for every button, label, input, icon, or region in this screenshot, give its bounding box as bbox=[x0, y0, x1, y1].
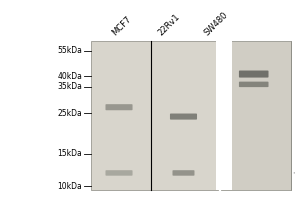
Text: MCF7: MCF7 bbox=[110, 14, 133, 37]
FancyBboxPatch shape bbox=[106, 170, 133, 176]
Text: 25kDa: 25kDa bbox=[58, 109, 82, 118]
FancyBboxPatch shape bbox=[239, 71, 268, 78]
Text: 40kDa: 40kDa bbox=[58, 72, 82, 81]
Text: DEFA3: DEFA3 bbox=[294, 168, 300, 177]
FancyBboxPatch shape bbox=[106, 104, 133, 110]
Text: 55kDa: 55kDa bbox=[58, 46, 82, 55]
Text: 35kDa: 35kDa bbox=[58, 82, 82, 91]
FancyBboxPatch shape bbox=[170, 114, 197, 120]
Bar bbox=[220, 41, 291, 190]
Text: 15kDa: 15kDa bbox=[58, 149, 82, 158]
FancyBboxPatch shape bbox=[239, 82, 268, 87]
Text: SW480: SW480 bbox=[202, 10, 230, 37]
FancyBboxPatch shape bbox=[172, 170, 194, 176]
Bar bbox=[91, 41, 218, 190]
Text: 22Rv1: 22Rv1 bbox=[157, 12, 182, 37]
Bar bbox=[216, 41, 232, 190]
Text: 10kDa: 10kDa bbox=[58, 182, 82, 191]
